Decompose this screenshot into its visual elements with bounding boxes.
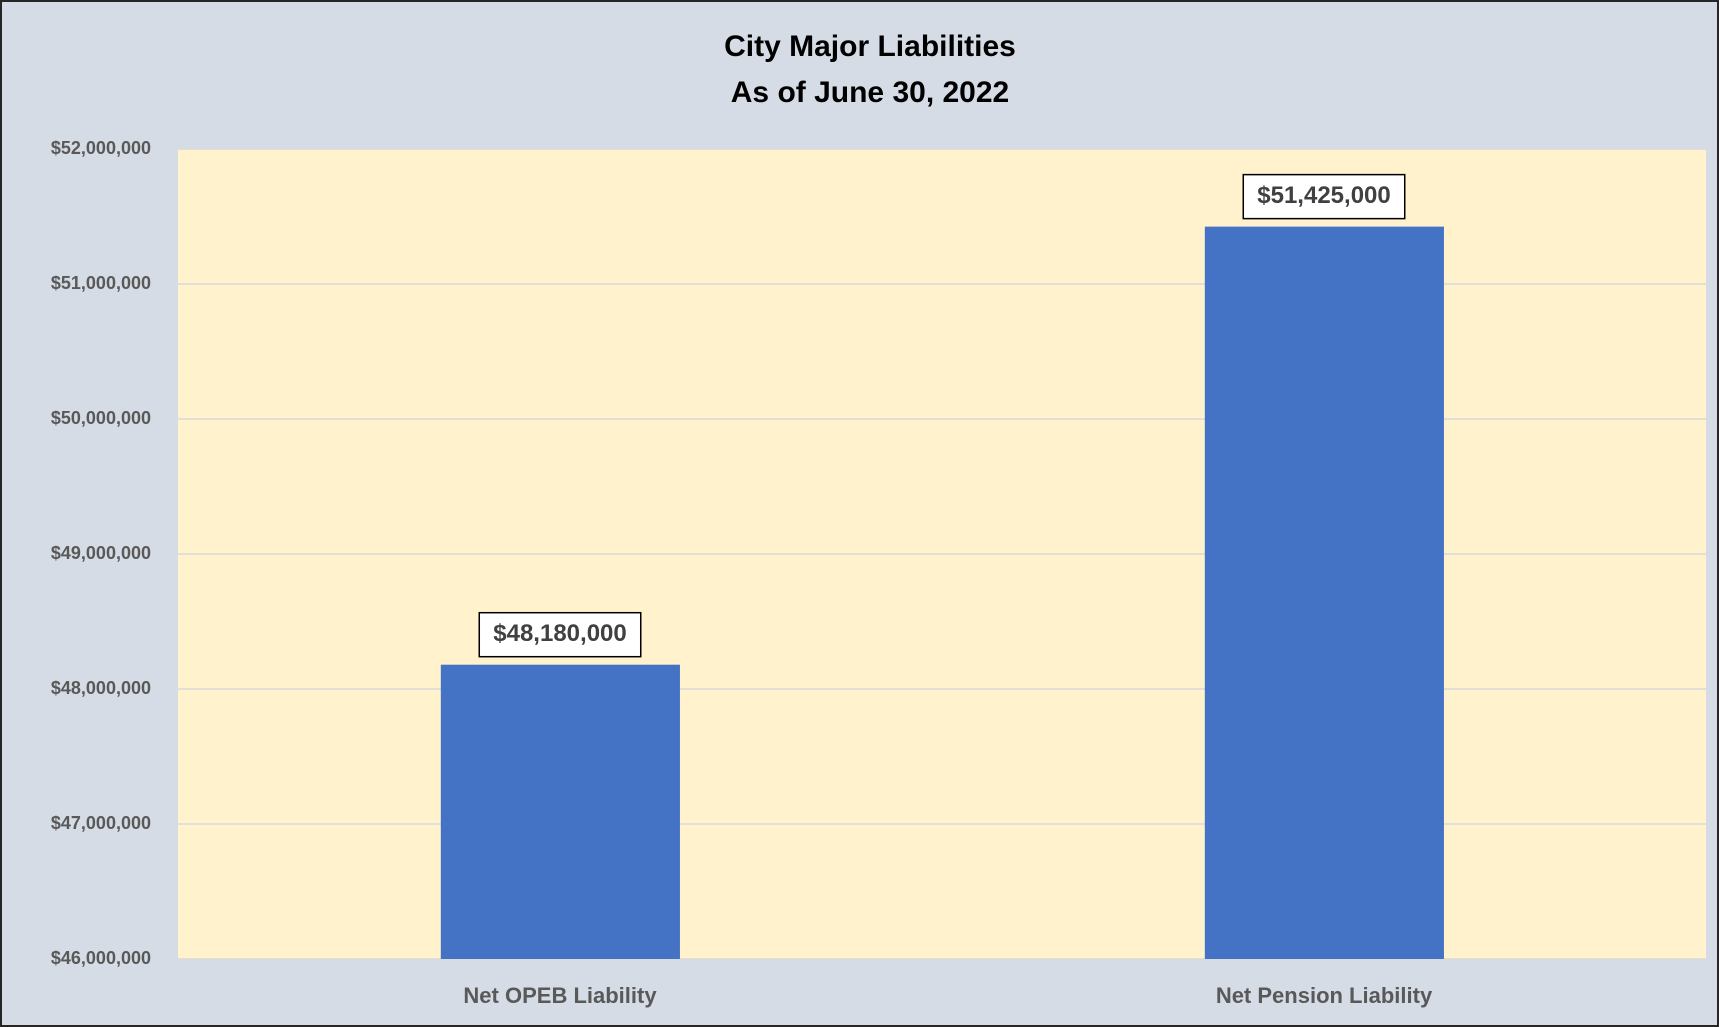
data-label-box — [1242, 173, 1406, 220]
bar — [440, 664, 680, 959]
x-tick-label: Net OPEB Liability — [463, 983, 657, 1008]
y-tick-label: $46,000,000 — [51, 948, 151, 968]
y-tick-label: $49,000,000 — [51, 543, 151, 563]
data-label: $48,180,000 — [493, 620, 626, 647]
chart-title: City Major Liabilities — [724, 30, 1016, 63]
y-tick-label: $52,000,000 — [51, 138, 151, 158]
y-tick-label: $51,000,000 — [51, 273, 151, 293]
x-tick-label: Net Pension Liability — [1216, 983, 1433, 1008]
data-label-box — [478, 611, 642, 658]
y-tick-label: $47,000,000 — [51, 813, 151, 833]
chart-subtitle: As of June 30, 2022 — [731, 76, 1009, 109]
bar — [1204, 226, 1444, 959]
y-tick-label: $48,000,000 — [51, 678, 151, 698]
data-label: $51,425,000 — [1257, 182, 1390, 209]
y-tick-label: $50,000,000 — [51, 408, 151, 428]
